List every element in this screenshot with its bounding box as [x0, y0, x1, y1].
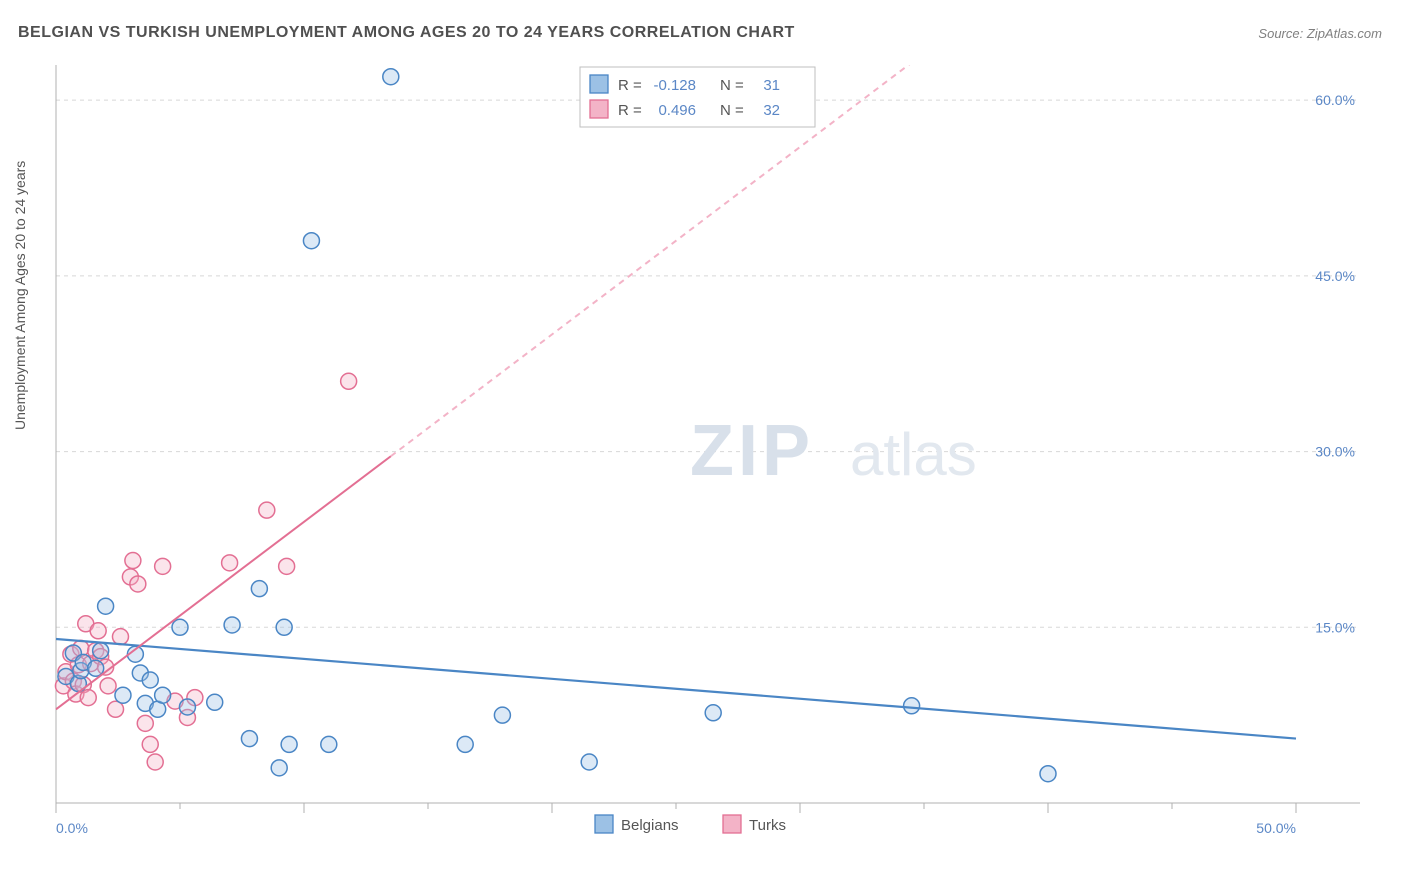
legend-r-label: R = — [618, 102, 642, 119]
turks-point — [130, 576, 146, 592]
belgians-point — [241, 731, 257, 747]
series-legend-label: Belgians — [621, 817, 679, 834]
belgians-point — [155, 687, 171, 703]
turks-point — [137, 715, 153, 731]
turks-point — [341, 373, 357, 389]
series-legend-swatch — [723, 815, 741, 833]
turks-point — [279, 558, 295, 574]
y-tick-label: 45.0% — [1315, 268, 1355, 284]
belgians-point — [142, 672, 158, 688]
x-tick-label: 0.0% — [56, 820, 88, 835]
scatter-chart: ZIP atlas 0.0% 50.0% 15.0% 30.0% 45.0% 60.0% R =… — [50, 65, 1360, 835]
turks-point — [142, 736, 158, 752]
source-attribution: Source: ZipAtlas.com — [1258, 26, 1382, 41]
watermark-atlas: atlas — [850, 421, 977, 488]
legend-n-label: N = — [720, 77, 744, 94]
legend-n-label: N = — [720, 102, 744, 119]
turks-point — [112, 629, 128, 645]
turks-point — [155, 558, 171, 574]
y-tick-label: 30.0% — [1315, 444, 1355, 460]
turks-point — [90, 623, 106, 639]
turks-point — [125, 553, 141, 569]
chart-title: BELGIAN VS TURKISH UNEMPLOYMENT AMONG AG… — [18, 24, 795, 42]
belgians-point — [321, 736, 337, 752]
belgians-point — [224, 617, 240, 633]
belgians-point — [383, 69, 399, 85]
source-label: Source: — [1258, 26, 1303, 41]
belgians-point — [251, 581, 267, 597]
belgians-point — [271, 760, 287, 776]
y-tick-label: 15.0% — [1315, 619, 1355, 635]
y-axis-label: Unemployment Among Ages 20 to 24 years — [12, 161, 28, 430]
turks-trendline — [56, 456, 391, 709]
legend-r-value: -0.128 — [653, 77, 696, 94]
belgians-point — [207, 694, 223, 710]
legend-r-value: 0.496 — [658, 102, 696, 119]
belgians-point — [904, 698, 920, 714]
x-tick-label: 50.0% — [1256, 820, 1296, 835]
belgians-point — [303, 233, 319, 249]
source-name: ZipAtlas.com — [1307, 26, 1382, 41]
belgians-point — [705, 705, 721, 721]
turks-point — [100, 678, 116, 694]
belgians-point — [457, 736, 473, 752]
belgians-point — [93, 643, 109, 659]
legend-swatch — [590, 100, 608, 118]
turks-point — [80, 690, 96, 706]
turks-point — [147, 754, 163, 770]
legend-r-label: R = — [618, 77, 642, 94]
belgians-point — [98, 598, 114, 614]
belgians-point — [494, 707, 510, 723]
legend-swatch — [590, 75, 608, 93]
y-tick-label: 60.0% — [1315, 92, 1355, 108]
legend-n-value: 31 — [763, 77, 780, 94]
watermark-zip: ZIP — [690, 411, 814, 491]
belgians-point — [115, 687, 131, 703]
belgians-point — [1040, 766, 1056, 782]
belgians-point — [581, 754, 597, 770]
series-legend-swatch — [595, 815, 613, 833]
turks-point — [222, 555, 238, 571]
turks-point — [259, 502, 275, 518]
series-legend-label: Turks — [749, 817, 786, 834]
belgians-point — [281, 736, 297, 752]
belgians-point — [179, 699, 195, 715]
belgians-trendline — [56, 639, 1296, 739]
belgians-point — [276, 619, 292, 635]
legend-n-value: 32 — [763, 102, 780, 119]
belgians-point — [172, 619, 188, 635]
